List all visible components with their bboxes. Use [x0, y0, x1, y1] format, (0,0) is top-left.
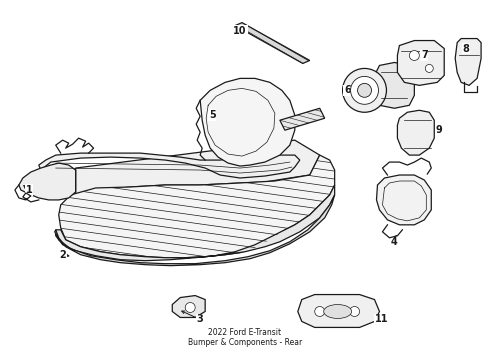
Text: 9: 9: [436, 125, 442, 135]
Polygon shape: [280, 108, 325, 130]
Ellipse shape: [324, 305, 352, 319]
Polygon shape: [200, 78, 295, 166]
Polygon shape: [397, 41, 444, 85]
Circle shape: [343, 68, 387, 112]
Text: 7: 7: [421, 50, 428, 60]
Text: 4: 4: [391, 237, 398, 247]
Circle shape: [350, 76, 378, 104]
Circle shape: [185, 302, 195, 312]
Text: 1: 1: [25, 185, 32, 195]
Text: 5: 5: [209, 110, 216, 120]
Text: 3: 3: [197, 314, 203, 324]
Polygon shape: [56, 185, 335, 261]
Polygon shape: [19, 163, 75, 200]
Circle shape: [358, 84, 371, 97]
Circle shape: [315, 306, 325, 316]
Circle shape: [349, 306, 360, 316]
Text: 2022 Ford E-Transit
Bumper & Components - Rear: 2022 Ford E-Transit Bumper & Components …: [188, 328, 302, 347]
Polygon shape: [59, 155, 335, 258]
Polygon shape: [55, 195, 335, 266]
Polygon shape: [455, 39, 481, 85]
Polygon shape: [235, 23, 310, 63]
Polygon shape: [172, 296, 205, 318]
Text: 10: 10: [233, 26, 247, 36]
Polygon shape: [298, 294, 379, 328]
Text: 6: 6: [344, 85, 351, 95]
Polygon shape: [376, 175, 431, 225]
Circle shape: [409, 50, 419, 60]
Polygon shape: [374, 62, 415, 108]
Text: 8: 8: [463, 44, 469, 54]
Circle shape: [425, 64, 433, 72]
Polygon shape: [397, 110, 434, 155]
Polygon shape: [75, 140, 319, 197]
Text: 2: 2: [59, 250, 66, 260]
Text: 11: 11: [375, 314, 388, 324]
Polygon shape: [39, 153, 300, 178]
